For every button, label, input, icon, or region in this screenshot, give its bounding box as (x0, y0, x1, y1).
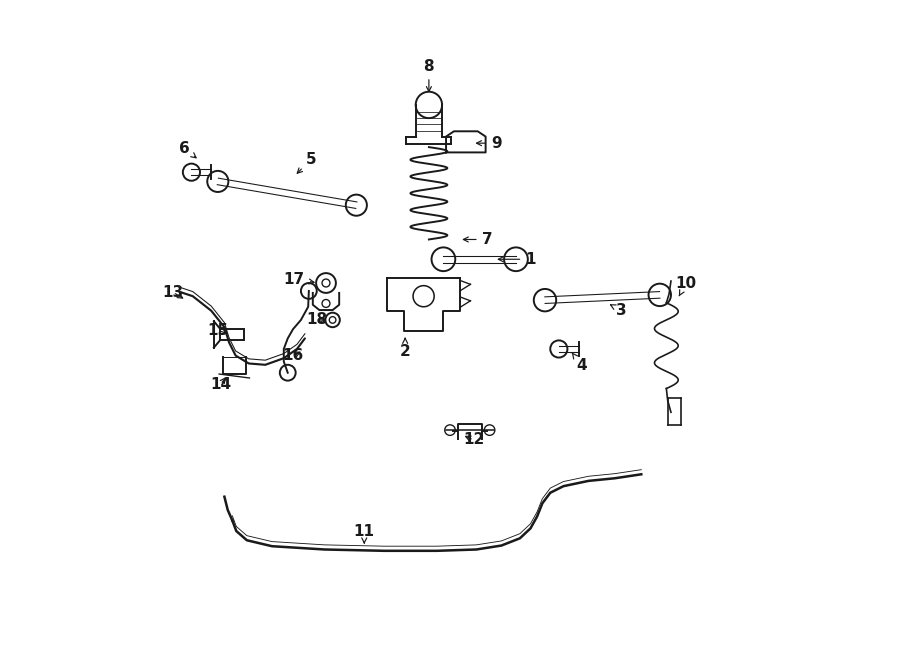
Text: 4: 4 (572, 353, 587, 373)
Text: 15: 15 (207, 323, 229, 338)
Text: 6: 6 (179, 141, 196, 158)
Text: 18: 18 (306, 313, 328, 327)
Text: 3: 3 (610, 303, 626, 318)
Text: 16: 16 (283, 348, 303, 363)
Text: 14: 14 (210, 377, 231, 392)
Text: 8: 8 (424, 59, 434, 92)
Text: 2: 2 (400, 338, 410, 359)
Text: 7: 7 (464, 232, 492, 247)
Text: 13: 13 (162, 285, 184, 299)
Text: 12: 12 (464, 432, 484, 447)
Text: 17: 17 (284, 272, 314, 287)
Text: 1: 1 (499, 252, 536, 267)
Text: 5: 5 (297, 151, 317, 173)
Text: 10: 10 (676, 276, 697, 296)
Text: 11: 11 (354, 524, 374, 543)
Bar (220, 329, 244, 340)
Text: 9: 9 (476, 136, 501, 151)
